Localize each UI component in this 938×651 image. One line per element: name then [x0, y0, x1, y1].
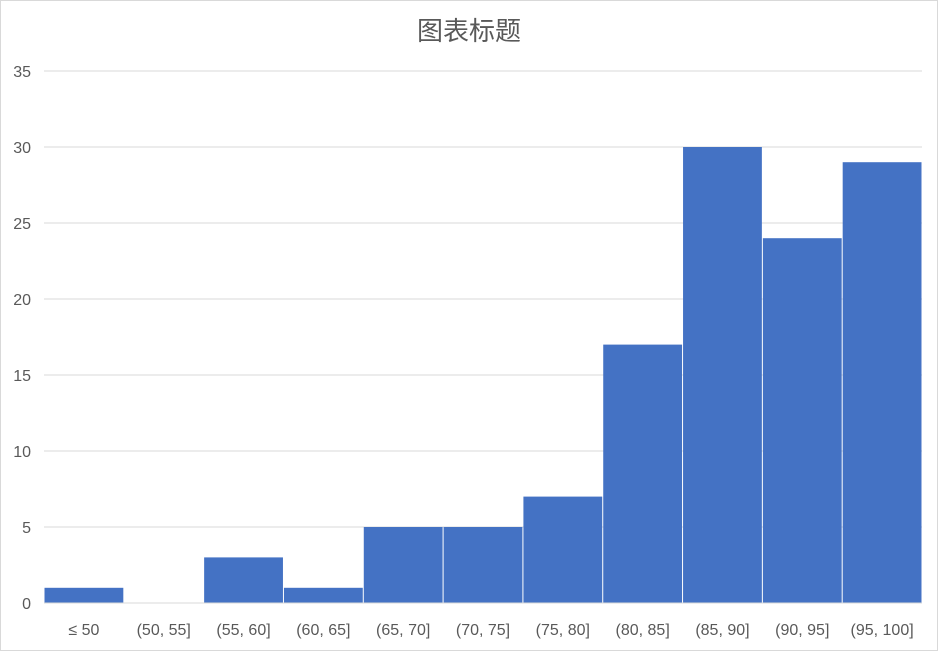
y-tick-label: 15: [13, 368, 31, 385]
histogram-bar: [842, 162, 922, 603]
histogram-bar: [44, 587, 124, 603]
x-tick-label: (65, 70]: [376, 622, 430, 639]
histogram-bar: [283, 587, 363, 603]
y-tick-label: 35: [13, 64, 31, 81]
x-tick-label: ≤ 50: [68, 622, 99, 639]
x-tick-label: (75, 80]: [536, 622, 590, 639]
x-tick-label: (70, 75]: [456, 622, 510, 639]
x-tick-label: (80, 85]: [616, 622, 670, 639]
histogram-bar: [443, 527, 523, 603]
y-tick-label: 25: [13, 216, 31, 233]
y-tick-label: 20: [13, 292, 31, 309]
x-tick-label: (90, 95]: [775, 622, 829, 639]
histogram-bar: [603, 344, 683, 603]
histogram-bar: [363, 527, 443, 603]
x-tick-label: (85, 90]: [695, 622, 749, 639]
histogram-bar: [683, 147, 762, 603]
y-tick-label: 10: [13, 444, 31, 461]
chart-title: 图表标题: [416, 17, 521, 47]
y-tick-label: 30: [13, 140, 31, 157]
histogram-bar: [204, 557, 283, 603]
x-tick-label: (60, 65]: [296, 622, 350, 639]
histogram-bar: [523, 496, 603, 603]
x-tick-label: (95, 100]: [851, 622, 914, 639]
x-tick-label: (50, 55]: [137, 622, 191, 639]
y-tick-label: 0: [22, 596, 31, 613]
x-tick-label: (55, 60]: [216, 622, 270, 639]
y-tick-label: 5: [22, 520, 31, 537]
histogram-bar: [762, 238, 842, 603]
